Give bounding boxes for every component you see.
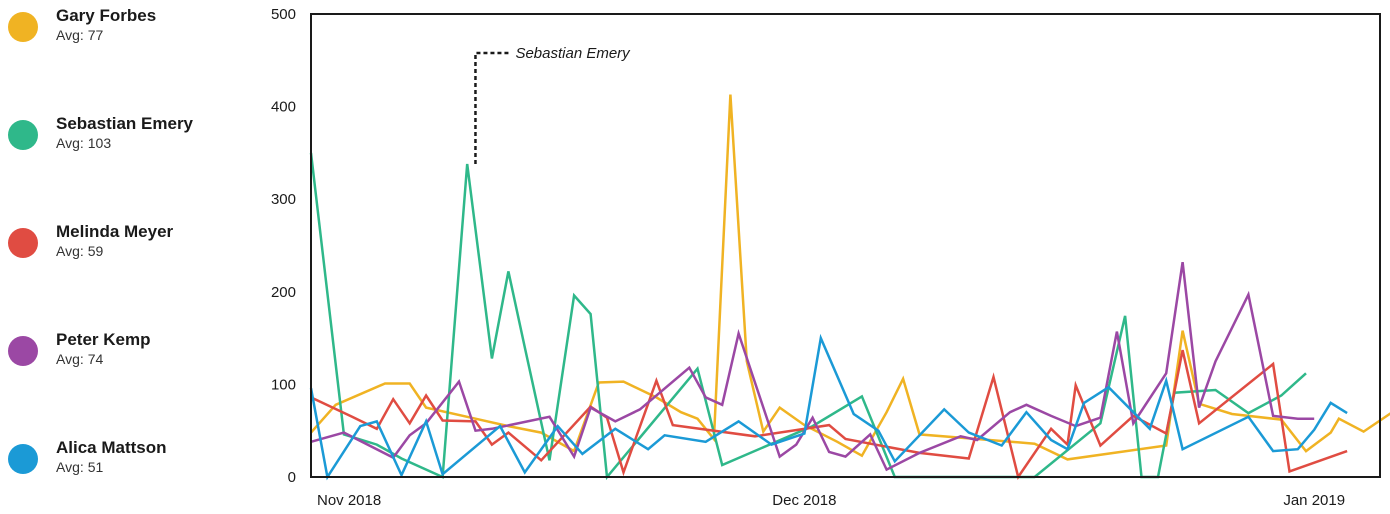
legend-name: Alica Mattson: [56, 438, 167, 457]
legend-item-peter-kemp[interactable]: Peter Kemp Avg: 74: [8, 330, 150, 368]
legend-swatch: [8, 12, 38, 42]
legend-swatch: [8, 336, 38, 366]
series-line-alica-mattson[interactable]: [309, 333, 1348, 481]
series-layer: [309, 94, 1390, 481]
legend-avg-value: 103: [87, 135, 112, 151]
legend-item-sebastian-emery[interactable]: Sebastian Emery Avg: 103: [8, 114, 193, 152]
legend-avg-label: Avg:: [56, 243, 84, 259]
legend-name: Peter Kemp: [56, 330, 151, 349]
y-tick-label: 0: [288, 469, 296, 486]
annotation-layer: Sebastian Emery: [474, 45, 631, 165]
y-tick-label: 300: [271, 191, 296, 208]
legend-name: Sebastian Emery: [56, 114, 194, 133]
legend-swatch: [8, 120, 38, 150]
legend-item-melinda-meyer[interactable]: Melinda Meyer Avg: 59: [8, 222, 173, 260]
legend: Gary Forbes Avg: 77 Sebastian Emery Avg: 1…: [0, 0, 260, 514]
legend-name: Melinda Meyer: [56, 222, 174, 241]
series-line-peter-kemp[interactable]: [310, 262, 1315, 472]
legend-avg-label: Avg:: [56, 459, 84, 475]
legend-swatch: [8, 444, 38, 474]
annotation-leader-line: [474, 51, 510, 165]
legend-avg-value: 74: [87, 351, 104, 367]
y-tick-label: 100: [271, 376, 296, 393]
y-tick-label: 200: [271, 284, 296, 301]
y-tick-label: 400: [271, 99, 296, 116]
plot-frame: [310, 13, 1381, 478]
legend-item-alica-mattson[interactable]: Alica Mattson Avg: 51: [8, 438, 167, 476]
legend-avg-value: 59: [87, 243, 104, 259]
x-axis: Nov 2018 Dec 2018 Jan 2019: [317, 492, 1345, 509]
series-line-gary-forbes[interactable]: [310, 94, 1390, 461]
legend-avg-label: Avg:: [56, 27, 84, 43]
x-tick-label: Jan 2019: [1283, 492, 1345, 509]
legend-avg-value: 77: [87, 27, 104, 43]
annotation-label: Sebastian Emery: [515, 45, 631, 62]
legend-item-gary-forbes[interactable]: Gary Forbes Avg: 77: [8, 6, 156, 44]
series-line-melinda-meyer[interactable]: [310, 349, 1348, 481]
x-tick-label: Dec 2018: [772, 492, 836, 509]
y-axis: 0 100 200 300 400 500: [271, 6, 296, 486]
x-tick-label: Nov 2018: [317, 492, 381, 509]
legend-avg-value: 51: [87, 459, 104, 475]
legend-name: Gary Forbes: [56, 6, 157, 25]
legend-avg-label: Avg:: [56, 351, 84, 367]
y-tick-label: 500: [271, 6, 296, 23]
legend-swatch: [8, 228, 38, 258]
legend-avg-label: Avg:: [56, 135, 84, 151]
